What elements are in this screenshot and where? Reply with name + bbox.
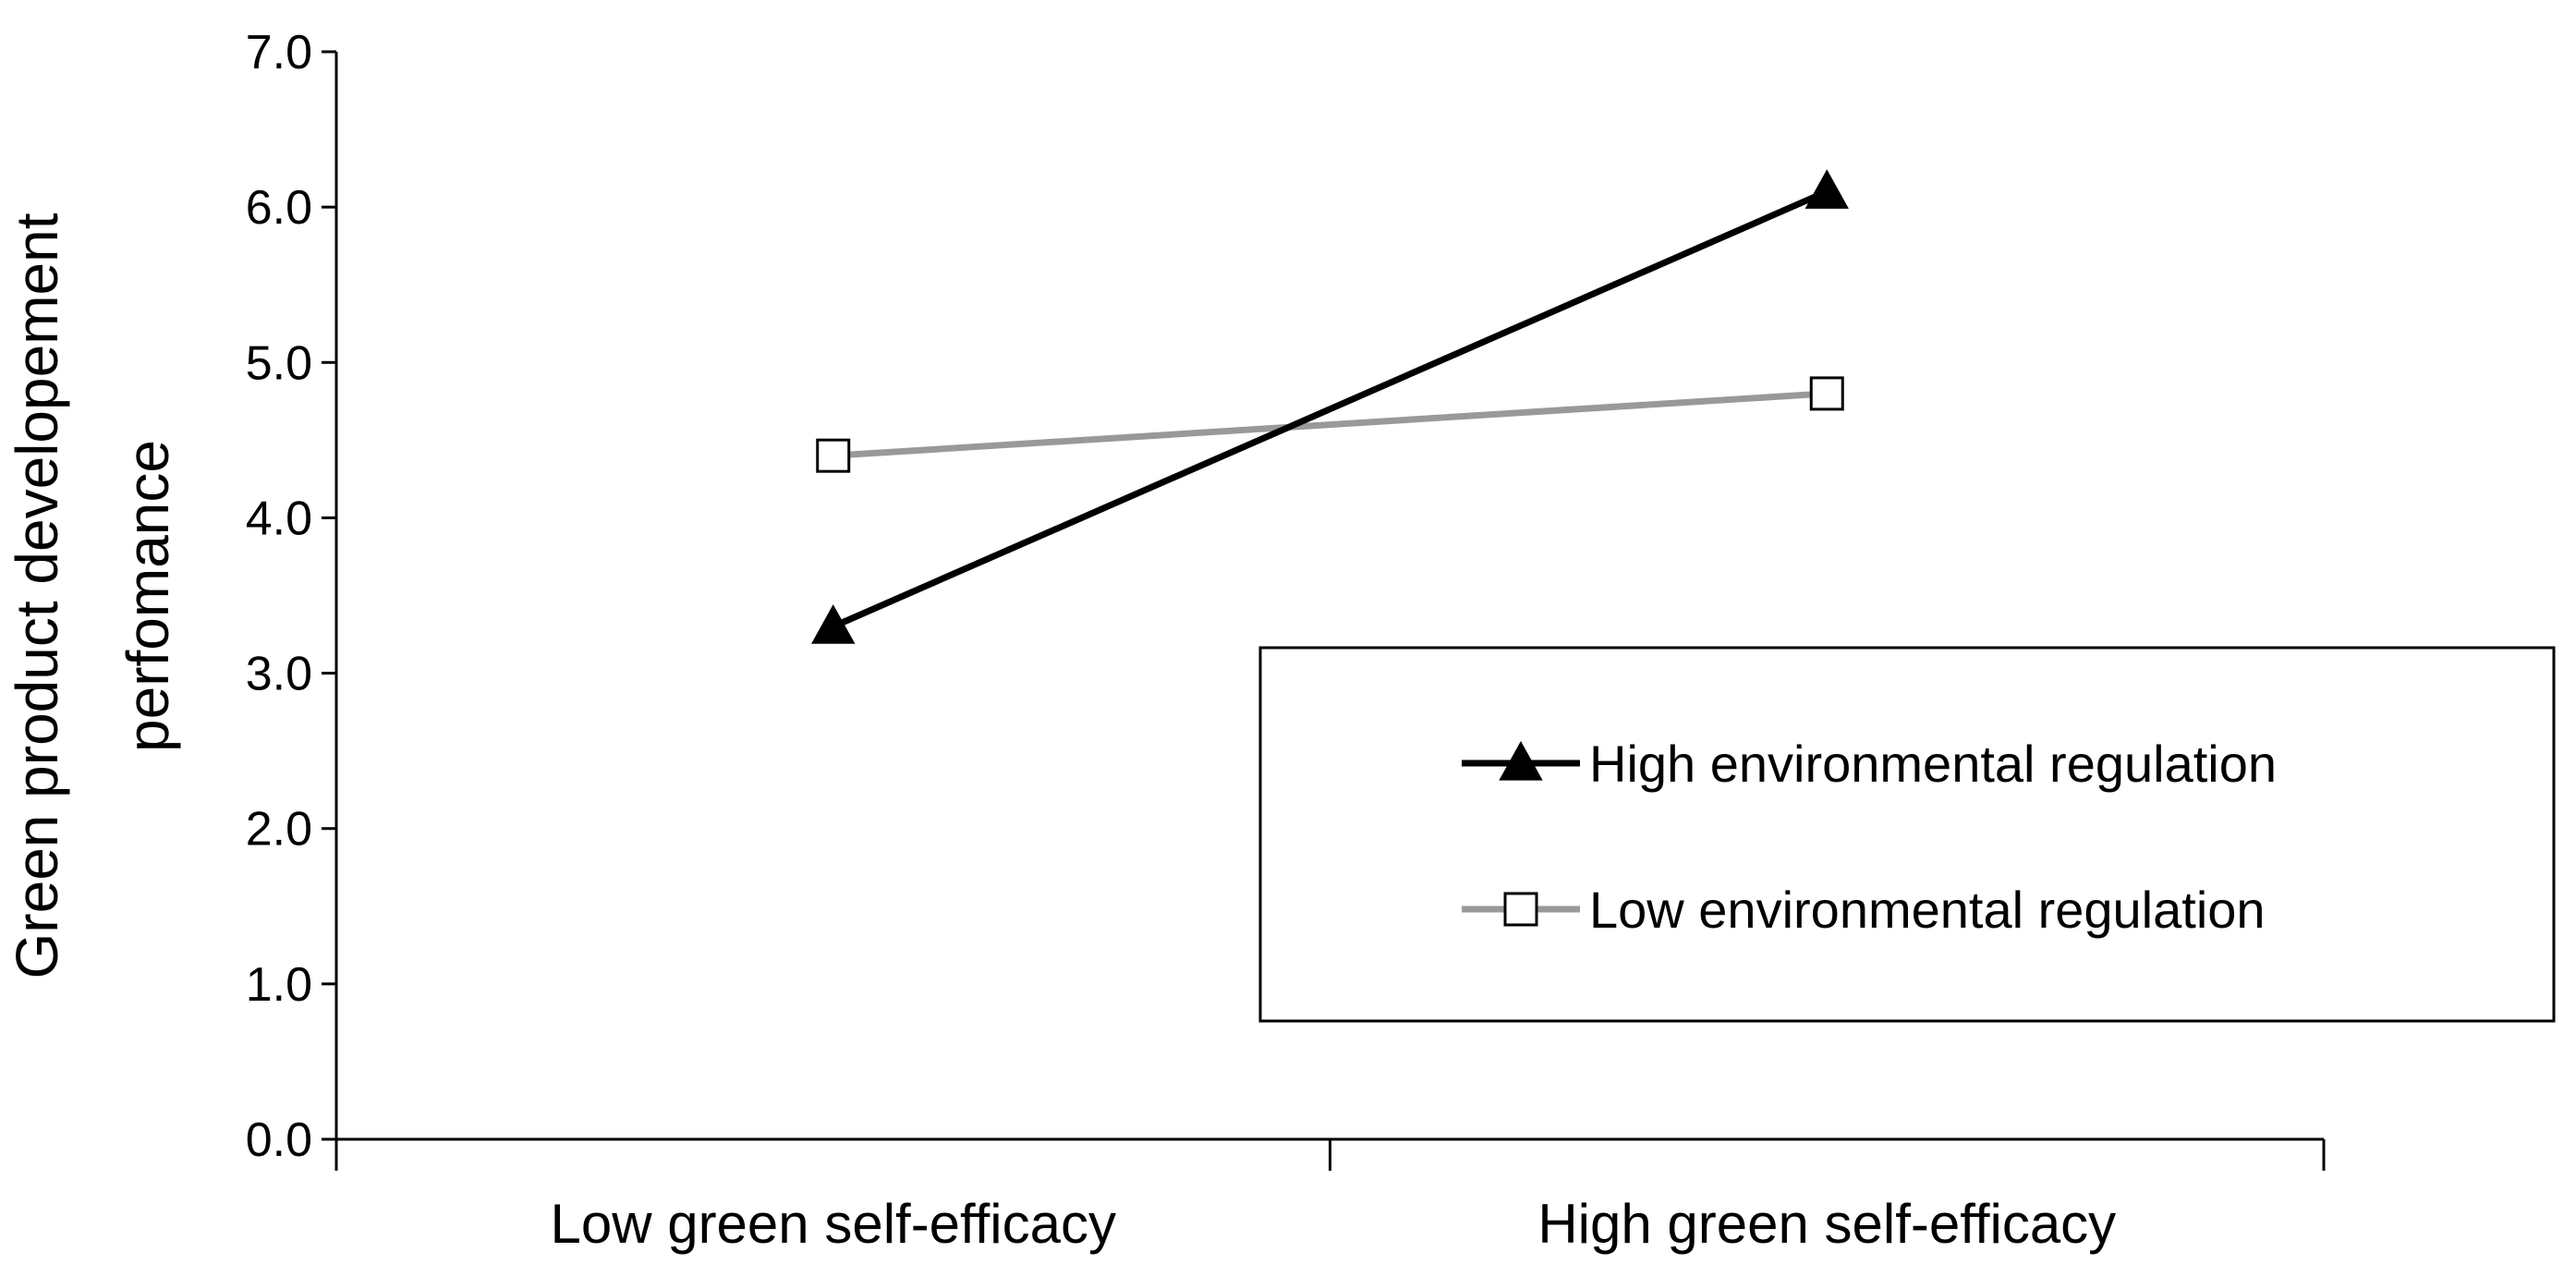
- legend-box: [1258, 646, 2556, 1023]
- x-axis: Low green self-efficacy High green self-e…: [334, 1137, 2326, 1255]
- data-point-square: [1809, 376, 1844, 411]
- y-tick-label: 3.0: [246, 648, 312, 701]
- y-tick-label: 7.0: [246, 26, 312, 79]
- series-line: [832, 390, 1828, 459]
- series-1: [816, 376, 1844, 473]
- legend-marker-triangle: [1499, 740, 1543, 781]
- series-lines: [811, 169, 1849, 644]
- y-tick-label: 0.0: [246, 1113, 312, 1167]
- y-axis: 0.0 1.0 2.0 3.0 4.0 5.0 6.0 7.0: [246, 26, 338, 1167]
- data-point-square: [816, 438, 851, 473]
- series-line: [832, 188, 1829, 630]
- y-tick-label: 6.0: [246, 181, 312, 235]
- legend-label: High environmental regulation: [1589, 735, 2277, 793]
- y-tick-label: 1.0: [246, 958, 312, 1012]
- y-tick-label: 5.0: [246, 336, 312, 390]
- series-0: [811, 169, 1849, 644]
- data-point-triangle: [811, 604, 856, 644]
- y-axis-title: Green product developement perfomance: [4, 213, 181, 978]
- y-tick-label: 2.0: [246, 803, 312, 857]
- data-point-triangle: [1804, 169, 1849, 209]
- legend-label: Low environmental regulation: [1589, 881, 2266, 939]
- x-category-label: High green self-efficacy: [1537, 1193, 2116, 1255]
- legend-marker-square: [1503, 892, 1538, 927]
- legend: High environmental regulation Low environ…: [1258, 646, 2556, 1023]
- x-category-label: Low green self-efficacy: [550, 1193, 1116, 1255]
- y-tick-label: 4.0: [246, 492, 312, 545]
- y-axis-title-line-2: perfomance: [115, 440, 181, 752]
- y-axis-title-line-1: Green product developement: [4, 213, 70, 978]
